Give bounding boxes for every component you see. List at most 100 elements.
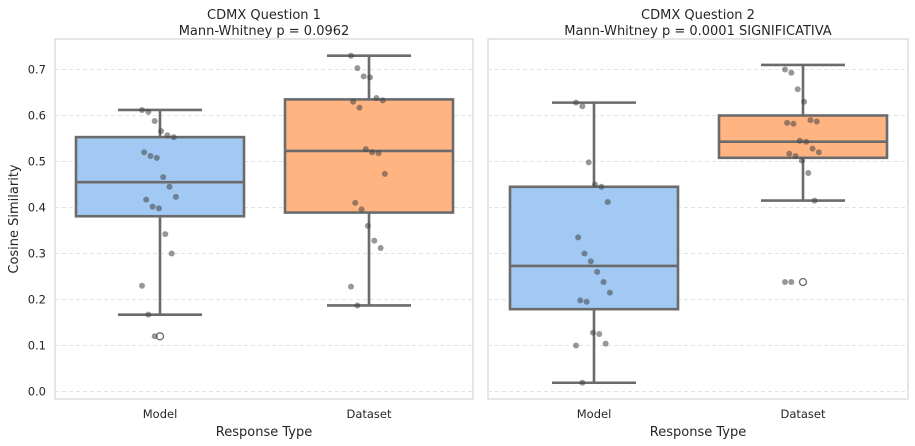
y-axis-ticks: 0.0 0.1 0.2 0.3 0.4 0.5 0.6 0.7	[28, 63, 46, 399]
y-tick-label: 0.4	[28, 201, 46, 215]
data-point	[158, 128, 165, 135]
plot-area	[54, 38, 474, 400]
data-point	[373, 95, 380, 102]
x-tick-label: Model	[577, 407, 612, 421]
data-point	[813, 118, 820, 125]
data-point	[805, 170, 812, 176]
data-point	[369, 149, 376, 156]
y-tick-label: 0.6	[28, 109, 46, 123]
data-point	[151, 118, 158, 125]
box-iqr	[508, 185, 680, 311]
data-point	[587, 258, 594, 265]
data-point	[143, 196, 150, 203]
data-point	[348, 283, 354, 290]
data-point	[352, 199, 359, 206]
data-point	[356, 104, 363, 111]
data-point	[147, 152, 154, 159]
data-point	[573, 99, 579, 106]
chart-subtitle: Mann-Whitney p = 0.0962	[179, 24, 350, 39]
data-point	[598, 183, 605, 190]
data-point	[348, 52, 354, 59]
data-point	[782, 279, 788, 286]
chart-panel-question-1: 0.0 0.1 0.2 0.3 0.4 0.5 0.6 0.7 Model Dataset CD…	[7, 8, 474, 440]
data-point	[815, 149, 822, 156]
data-point	[573, 342, 579, 349]
data-point	[809, 145, 816, 152]
data-point	[794, 86, 801, 93]
data-point	[788, 279, 795, 286]
data-point	[168, 250, 175, 257]
data-point	[358, 206, 365, 213]
box-model	[508, 99, 680, 386]
data-point	[604, 198, 611, 205]
data-point	[786, 150, 793, 157]
box-series	[74, 52, 455, 341]
data-point	[600, 279, 607, 286]
data-point	[354, 302, 361, 309]
box-series	[508, 63, 889, 386]
x-tick-label: Dataset	[346, 407, 392, 421]
data-point	[151, 333, 158, 340]
box-iqr	[74, 135, 246, 218]
box-dataset	[283, 52, 455, 309]
data-point	[166, 183, 173, 190]
data-point	[585, 159, 592, 166]
data-point	[606, 289, 613, 296]
data-point	[798, 157, 805, 164]
box-iqr	[717, 114, 889, 160]
y-tick-label: 0.0	[28, 385, 46, 399]
data-point	[581, 250, 588, 257]
data-point	[362, 146, 369, 153]
data-point	[350, 98, 357, 105]
chart-title: CDMX Question 1	[207, 8, 321, 23]
y-axis-label: Cosine Similarity	[7, 164, 22, 274]
outlier-point	[798, 277, 808, 287]
data-point	[577, 297, 584, 304]
data-point	[592, 181, 599, 188]
data-point	[803, 138, 810, 145]
data-point	[364, 222, 371, 229]
chart-panel-question-2: Model Dataset CDMX Question 2 Mann-Whitne…	[487, 8, 909, 440]
data-point	[579, 103, 586, 110]
data-point	[792, 152, 799, 159]
data-point	[145, 311, 152, 318]
data-point	[172, 193, 179, 200]
data-point	[594, 268, 601, 275]
x-axis-ticks: Model Dataset	[577, 407, 826, 421]
x-axis-label: Response Type	[216, 425, 312, 440]
data-point	[153, 154, 160, 161]
chart-title: CDMX Question 2	[641, 8, 755, 23]
data-point	[782, 66, 788, 73]
y-tick-label: 0.1	[28, 339, 46, 353]
data-point	[375, 150, 382, 157]
data-point	[801, 98, 808, 105]
data-point	[145, 108, 152, 115]
data-point	[596, 331, 603, 337]
data-point	[583, 298, 590, 305]
data-point	[381, 170, 388, 177]
data-point	[354, 65, 361, 72]
data-point	[602, 340, 609, 347]
data-point	[379, 97, 386, 104]
chart-subtitle: Mann-Whitney p = 0.0001 SIGNIFICATIVA	[564, 24, 832, 39]
data-point	[164, 132, 171, 139]
y-tick-label: 0.3	[28, 247, 46, 261]
data-point	[162, 231, 169, 238]
data-point	[170, 134, 177, 141]
data-point	[360, 73, 367, 80]
y-tick-label: 0.2	[28, 293, 46, 307]
y-tick-label: 0.5	[28, 155, 46, 169]
data-point	[160, 174, 167, 181]
x-tick-label: Dataset	[780, 407, 826, 421]
x-axis-label: Response Type	[650, 425, 746, 440]
data-point	[371, 237, 378, 244]
data-point	[807, 117, 814, 124]
x-axis-ticks: Model Dataset	[143, 407, 392, 421]
data-point	[784, 119, 791, 126]
x-tick-label: Model	[143, 407, 178, 421]
data-point	[575, 234, 582, 241]
data-point	[377, 244, 384, 251]
data-point	[149, 203, 156, 210]
box-iqr	[283, 98, 455, 214]
